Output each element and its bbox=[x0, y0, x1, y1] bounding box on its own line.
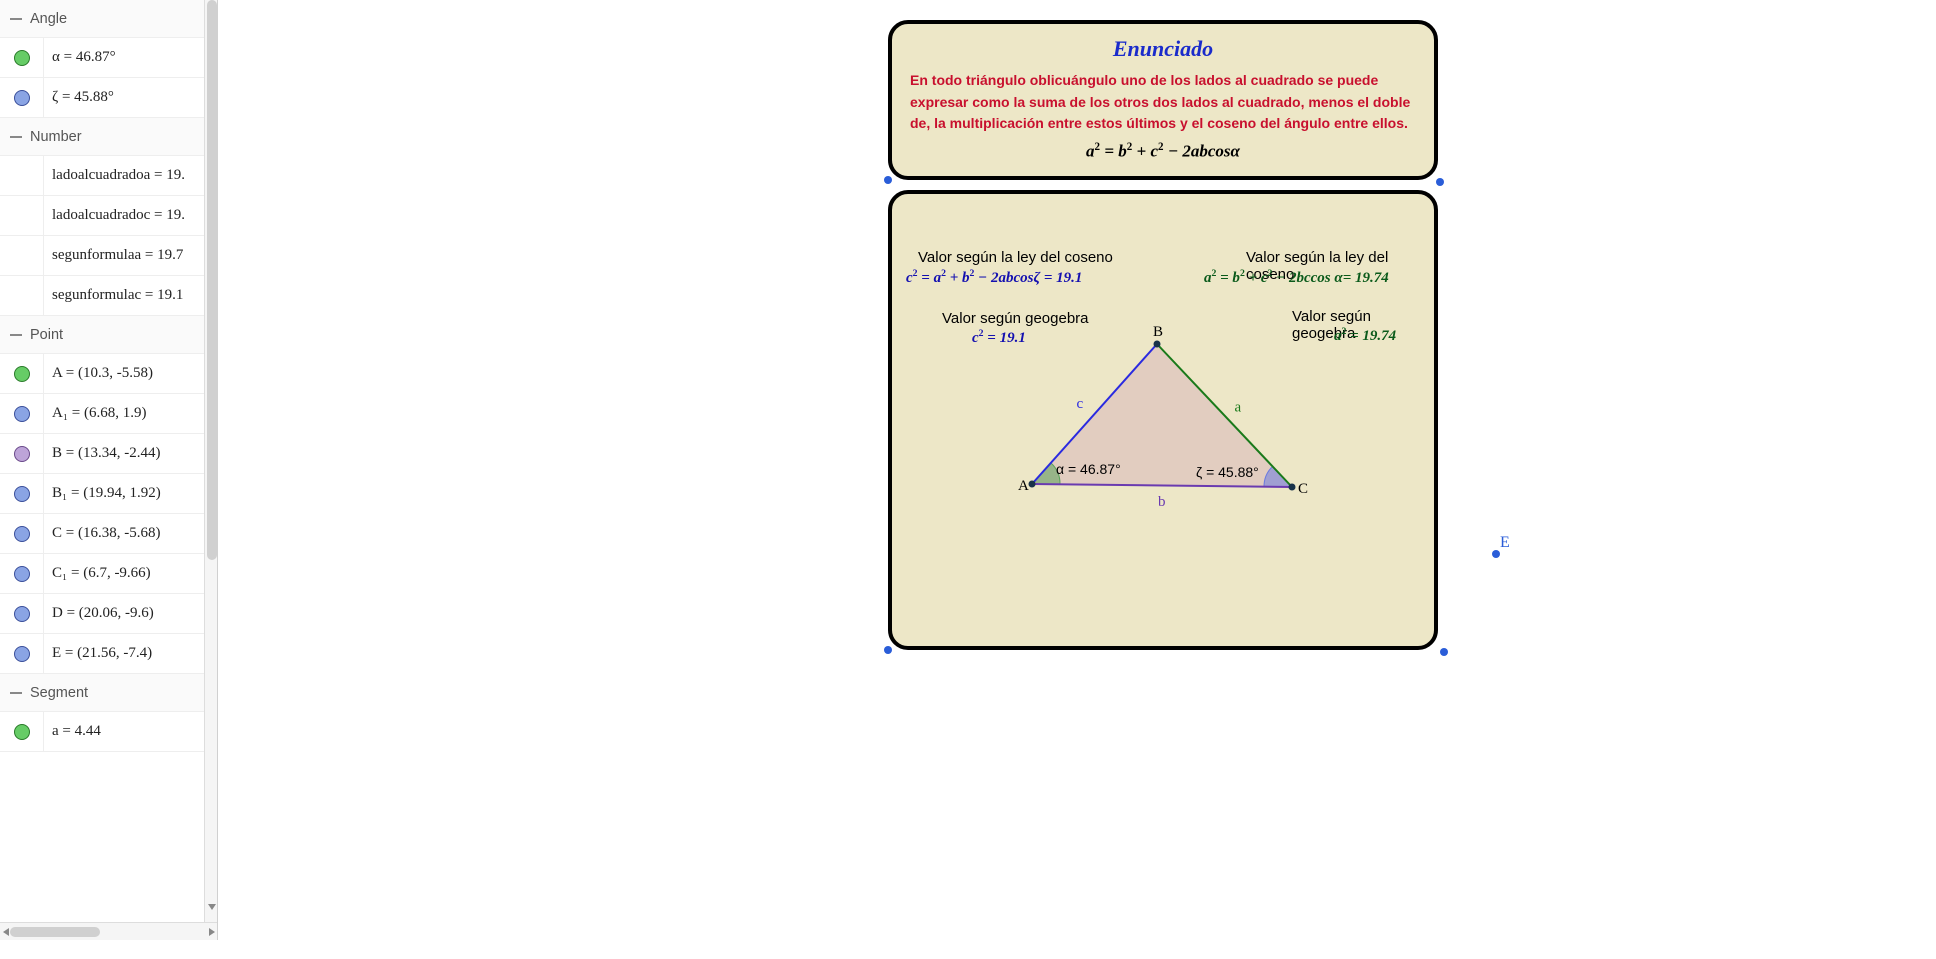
algebra-row[interactable]: B = (13.34, -2.44)× bbox=[0, 434, 217, 474]
algebra-value[interactable]: C₁ = (6.7, -9.66) bbox=[44, 565, 217, 582]
visibility-toggle[interactable] bbox=[0, 196, 44, 235]
handle-dot[interactable] bbox=[1436, 178, 1444, 186]
algebra-row[interactable]: ζ = 45.88°× bbox=[0, 78, 217, 118]
group-label: Number bbox=[30, 129, 82, 145]
color-dot-icon bbox=[14, 646, 30, 662]
visibility-toggle[interactable] bbox=[0, 594, 44, 633]
svg-text:c: c bbox=[1077, 396, 1084, 412]
algebra-value[interactable]: B = (13.34, -2.44) bbox=[44, 445, 217, 462]
visibility-toggle[interactable] bbox=[0, 634, 44, 673]
handle-dot[interactable] bbox=[1440, 648, 1448, 656]
algebra-row[interactable]: C = (16.38, -5.68)× bbox=[0, 514, 217, 554]
enunciado-text: En todo triángulo oblicuángulo uno de lo… bbox=[892, 62, 1434, 135]
group-header-angle[interactable]: Angle bbox=[0, 0, 217, 38]
group-label: Angle bbox=[30, 11, 67, 27]
algebra-row[interactable]: A = (10.3, -5.58)× bbox=[0, 354, 217, 394]
visibility-toggle[interactable] bbox=[0, 156, 44, 195]
visibility-toggle[interactable] bbox=[0, 434, 44, 473]
color-dot-icon bbox=[14, 526, 30, 542]
collapse-icon[interactable] bbox=[10, 692, 22, 694]
sidebar-scrollbar[interactable] bbox=[204, 0, 218, 940]
color-dot-icon bbox=[14, 90, 30, 106]
algebra-row[interactable]: A₁ = (6.68, 1.9)× bbox=[0, 394, 217, 434]
svg-text:b: b bbox=[1158, 494, 1166, 510]
group-label: Segment bbox=[30, 685, 88, 701]
color-dot-icon bbox=[14, 446, 30, 462]
hscroll-left-icon[interactable] bbox=[3, 928, 9, 936]
point-e-label: E bbox=[1500, 534, 1510, 552]
algebra-value[interactable]: ζ = 45.88° bbox=[44, 89, 217, 106]
color-dot-icon bbox=[14, 566, 30, 582]
visibility-toggle[interactable] bbox=[0, 712, 44, 751]
svg-text:B: B bbox=[1153, 324, 1163, 340]
algebra-value[interactable]: ladoalcuadradoa = 19. bbox=[44, 167, 217, 184]
group-header-point[interactable]: Point bbox=[0, 316, 217, 354]
algebra-row[interactable]: E = (21.56, -7.4)× bbox=[0, 634, 217, 674]
hscroll-thumb[interactable] bbox=[10, 927, 100, 937]
graphics-canvas[interactable]: Enunciado En todo triángulo oblicuángulo… bbox=[218, 0, 1936, 959]
visibility-toggle[interactable] bbox=[0, 554, 44, 593]
sidebar-hscrollbar[interactable] bbox=[0, 922, 218, 940]
color-dot-icon bbox=[14, 724, 30, 740]
color-dot-icon bbox=[14, 50, 30, 66]
algebra-value[interactable]: α = 46.87° bbox=[44, 49, 217, 66]
color-dot-icon bbox=[14, 366, 30, 382]
collapse-icon[interactable] bbox=[10, 18, 22, 20]
visibility-toggle[interactable] bbox=[0, 474, 44, 513]
algebra-value[interactable]: segunformulaa = 19.7 bbox=[44, 247, 217, 264]
collapse-icon[interactable] bbox=[10, 334, 22, 336]
group-header-segment[interactable]: Segment bbox=[0, 674, 217, 712]
visibility-toggle[interactable] bbox=[0, 236, 44, 275]
algebra-row[interactable]: ladoalcuadradoc = 19.× bbox=[0, 196, 217, 236]
algebra-value[interactable]: ladoalcuadradoc = 19. bbox=[44, 207, 217, 224]
algebra-row[interactable]: ladoalcuadradoa = 19.× bbox=[0, 156, 217, 196]
algebra-row[interactable]: C₁ = (6.7, -9.66)× bbox=[0, 554, 217, 594]
algebra-row[interactable]: α = 46.87°× bbox=[0, 38, 217, 78]
svg-text:C: C bbox=[1298, 481, 1308, 497]
visibility-toggle[interactable] bbox=[0, 394, 44, 433]
algebra-value[interactable]: A₁ = (6.68, 1.9) bbox=[44, 405, 217, 422]
enunciado-card: Enunciado En todo triángulo oblicuángulo… bbox=[888, 20, 1438, 180]
group-label: Point bbox=[30, 327, 63, 343]
algebra-row[interactable]: a = 4.44× bbox=[0, 712, 217, 752]
algebra-value[interactable]: E = (21.56, -7.4) bbox=[44, 645, 217, 662]
visibility-toggle[interactable] bbox=[0, 514, 44, 553]
visibility-toggle[interactable] bbox=[0, 38, 44, 77]
visibility-toggle[interactable] bbox=[0, 276, 44, 315]
color-dot-icon bbox=[14, 406, 30, 422]
scroll-thumb[interactable] bbox=[207, 0, 217, 560]
enunciado-formula: a2 = b2 + c2 − 2abcosα bbox=[892, 141, 1434, 162]
algebra-row[interactable]: segunformulaa = 19.7× bbox=[0, 236, 217, 276]
visibility-toggle[interactable] bbox=[0, 354, 44, 393]
algebra-row[interactable]: segunformulac = 19.1× bbox=[0, 276, 217, 316]
svg-text:A: A bbox=[1018, 478, 1029, 494]
color-dot-icon bbox=[14, 606, 30, 622]
algebra-value[interactable]: segunformulac = 19.1 bbox=[44, 287, 217, 304]
enunciado-title: Enunciado bbox=[892, 36, 1434, 62]
hscroll-right-icon[interactable] bbox=[209, 928, 215, 936]
algebra-sidebar: Angle α = 46.87°×ζ = 45.88°× Number ladoalc… bbox=[0, 0, 218, 940]
algebra-row[interactable]: B₁ = (19.94, 1.92)× bbox=[0, 474, 217, 514]
svg-text:a: a bbox=[1235, 400, 1242, 416]
algebra-value[interactable]: D = (20.06, -9.6) bbox=[44, 605, 217, 622]
triangle-card: Valor según la ley del coseno c2 = a2 + … bbox=[888, 190, 1438, 650]
algebra-value[interactable]: A = (10.3, -5.58) bbox=[44, 365, 217, 382]
handle-dot[interactable] bbox=[884, 646, 892, 654]
algebra-value[interactable]: B₁ = (19.94, 1.92) bbox=[44, 485, 217, 502]
algebra-value[interactable]: a = 4.44 bbox=[44, 723, 217, 740]
triangle-svg: A B Cc a b α = 46.87° ζ = 45.88° bbox=[892, 194, 1442, 654]
point-e-dot[interactable] bbox=[1492, 550, 1500, 558]
collapse-icon[interactable] bbox=[10, 136, 22, 138]
group-header-number[interactable]: Number bbox=[0, 118, 217, 156]
algebra-row[interactable]: D = (20.06, -9.6)× bbox=[0, 594, 217, 634]
scroll-down-icon[interactable] bbox=[208, 904, 216, 910]
handle-dot[interactable] bbox=[884, 176, 892, 184]
algebra-value[interactable]: C = (16.38, -5.68) bbox=[44, 525, 217, 542]
svg-text:ζ = 45.88°: ζ = 45.88° bbox=[1196, 464, 1259, 480]
visibility-toggle[interactable] bbox=[0, 78, 44, 117]
svg-text:α = 46.87°: α = 46.87° bbox=[1056, 461, 1121, 477]
color-dot-icon bbox=[14, 486, 30, 502]
